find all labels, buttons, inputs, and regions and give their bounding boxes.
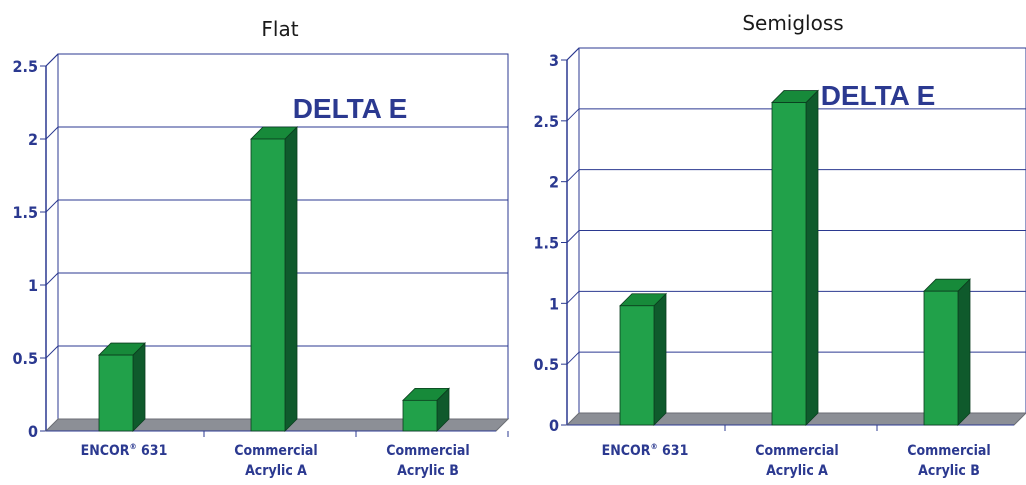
y-tick-label: 1 [28, 276, 38, 295]
category-label-line2: Acrylic B [918, 463, 980, 479]
gridline-side [566, 169, 580, 183]
y-tick-label: 3 [549, 51, 559, 70]
chart-title: Flat [261, 17, 298, 41]
bar-side [957, 278, 971, 426]
gridline-side [566, 290, 580, 304]
gridline-side [566, 351, 580, 365]
category-label: Commercial Acrylic A [755, 443, 839, 479]
y-tick-label: 0 [28, 422, 38, 441]
category-label: Commercial Acrylic A [234, 443, 318, 479]
category-label: Commercial Acrylic B [907, 443, 991, 479]
bar-side [132, 342, 146, 432]
category-label-line1: ENCOR [602, 443, 651, 459]
y-tick-label: 2.5 [13, 57, 39, 76]
bar-front [98, 354, 134, 432]
bar-2 [771, 89, 819, 426]
category-label-line1: ENCOR [81, 443, 130, 459]
delta-e-annotation: DELTA E [821, 80, 936, 111]
bar-side [805, 89, 819, 426]
bar-1 [619, 292, 667, 426]
side-wall-top [45, 53, 59, 67]
category-label-line1: Commercial [386, 443, 470, 459]
category-label-line1: Commercial [234, 443, 318, 459]
y-tick-label: 2.5 [534, 112, 560, 131]
gridline-side [45, 199, 59, 213]
y-tick-label: 2 [28, 130, 38, 149]
y-tick-label: 1 [549, 294, 559, 313]
bar-side [284, 126, 298, 432]
category-label: ENCOR® 631 [81, 442, 168, 459]
delta-e-annotation: DELTA E [293, 93, 408, 124]
category-label-line2: Acrylic B [397, 463, 459, 479]
gridline-side [566, 108, 580, 122]
gridline-side [566, 230, 580, 243]
gridline-side [45, 345, 59, 359]
bar-1 [98, 342, 146, 432]
category-label: Commercial Acrylic B [386, 443, 470, 479]
bar-front [771, 102, 807, 426]
y-tick-label: 0 [549, 416, 559, 435]
y-tick-label: 1.5 [534, 234, 560, 253]
gridline-side [45, 126, 59, 140]
category-label-line1: Commercial [907, 443, 991, 459]
chart-title: Semigloss [742, 11, 843, 35]
y-tick-label: 2 [549, 173, 559, 192]
y-tick-label: 0.5 [13, 349, 39, 368]
bar-3 [923, 278, 971, 426]
y-tick-label: 1.5 [13, 203, 39, 222]
bar-2 [250, 126, 298, 432]
side-wall-top [566, 47, 580, 61]
registered-mark: ® [650, 442, 657, 451]
bar-front [250, 138, 286, 432]
category-label-line2: Acrylic A [766, 463, 828, 479]
flat-chart: Flat 0 0.5 1 1.5 2 2.5 ENCOR® 631 Commercial Acry… [13, 17, 510, 479]
category-label-line2: Acrylic A [245, 463, 307, 479]
category-label-line1: Commercial [755, 443, 839, 459]
bar-front [923, 290, 959, 426]
bar-front [619, 305, 655, 426]
category-label-rest: 631 [658, 443, 689, 459]
y-tick-label: 0.5 [534, 355, 560, 374]
semigloss-chart: Semigloss 0 0.5 1 1.5 2 2.5 3 ENCOR® 631 Commerci… [534, 11, 1026, 479]
gridline-side [45, 272, 59, 286]
registered-mark: ® [129, 442, 136, 451]
bar-front [402, 399, 438, 432]
category-label: ENCOR® 631 [602, 442, 689, 459]
category-label-rest: 631 [137, 443, 168, 459]
bar-side [653, 292, 667, 426]
bar-3 [402, 387, 450, 432]
